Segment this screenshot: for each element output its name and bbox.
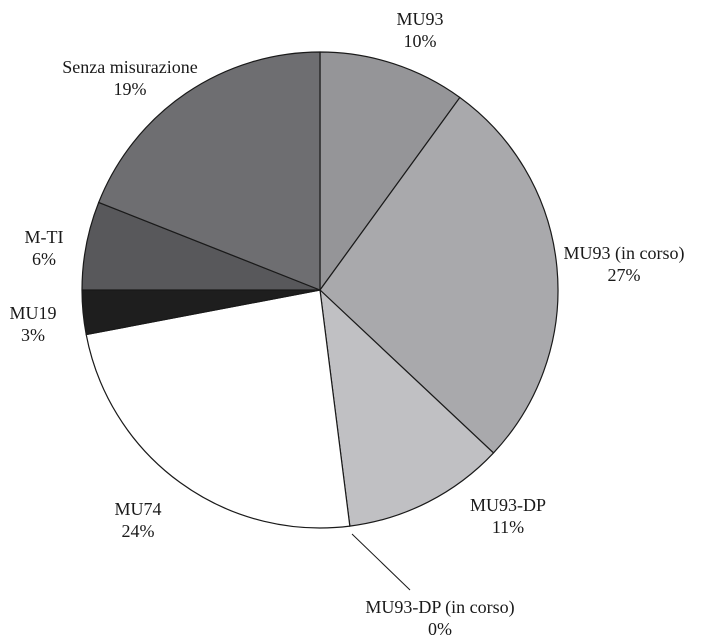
slice-label-mu93-dp: MU93-DP 11% [470, 494, 546, 538]
slice-value-m-ti: 6% [32, 249, 56, 269]
pie-slice-mu74 [85, 289, 351, 529]
slice-value-mu93-in-corso: 27% [607, 265, 641, 285]
slice-name-mu93-dp-in-corso: MU93-DP (in corso) [365, 597, 515, 617]
slice-name-mu93-in-corso: MU93 (in corso) [563, 243, 685, 263]
pie-slice-mu93 [319, 51, 461, 291]
slice-label-mu93: MU93 10% [396, 8, 443, 52]
leader-line-mu93-dp-in-corso [351, 533, 411, 591]
slice-value-senza-misurazione: 19% [113, 79, 147, 99]
slice-label-mu93-dp-in-corso: MU93-DP (in corso) 0% [365, 596, 514, 638]
slice-value-mu74: 24% [121, 521, 155, 541]
pie-slice-mu93-in-corso [319, 96, 559, 454]
slice-name-mu93-dp: MU93-DP [469, 495, 547, 515]
slice-value-mu93-dp: 11% [491, 517, 525, 537]
slice-name-mu74: MU74 [114, 499, 162, 519]
pie-slice-senza-misurazione [98, 51, 321, 291]
slice-label-senza-misurazione: Senza misurazione 19% [62, 56, 197, 100]
slice-label-m-ti: M-TI 6% [25, 226, 64, 270]
slice-value-mu19: 3% [20, 325, 45, 345]
slice-name-mu93: MU93 [396, 9, 444, 29]
pie-slice-mu93-dp [319, 289, 495, 527]
slice-value-mu93: 10% [403, 31, 437, 51]
slice-name-m-ti: M-TI [24, 227, 64, 247]
slice-label-mu74: MU74 24% [114, 498, 161, 542]
slice-name-senza-misurazione: Senza misurazione [62, 57, 198, 77]
slice-value-mu93-dp-in-corso: 0% [427, 619, 452, 638]
slice-label-mu19: MU19 3% [9, 302, 56, 346]
slice-label-mu93-in-corso: MU93 (in corso) 27% [564, 242, 685, 286]
slice-name-mu19: MU19 [9, 303, 57, 323]
